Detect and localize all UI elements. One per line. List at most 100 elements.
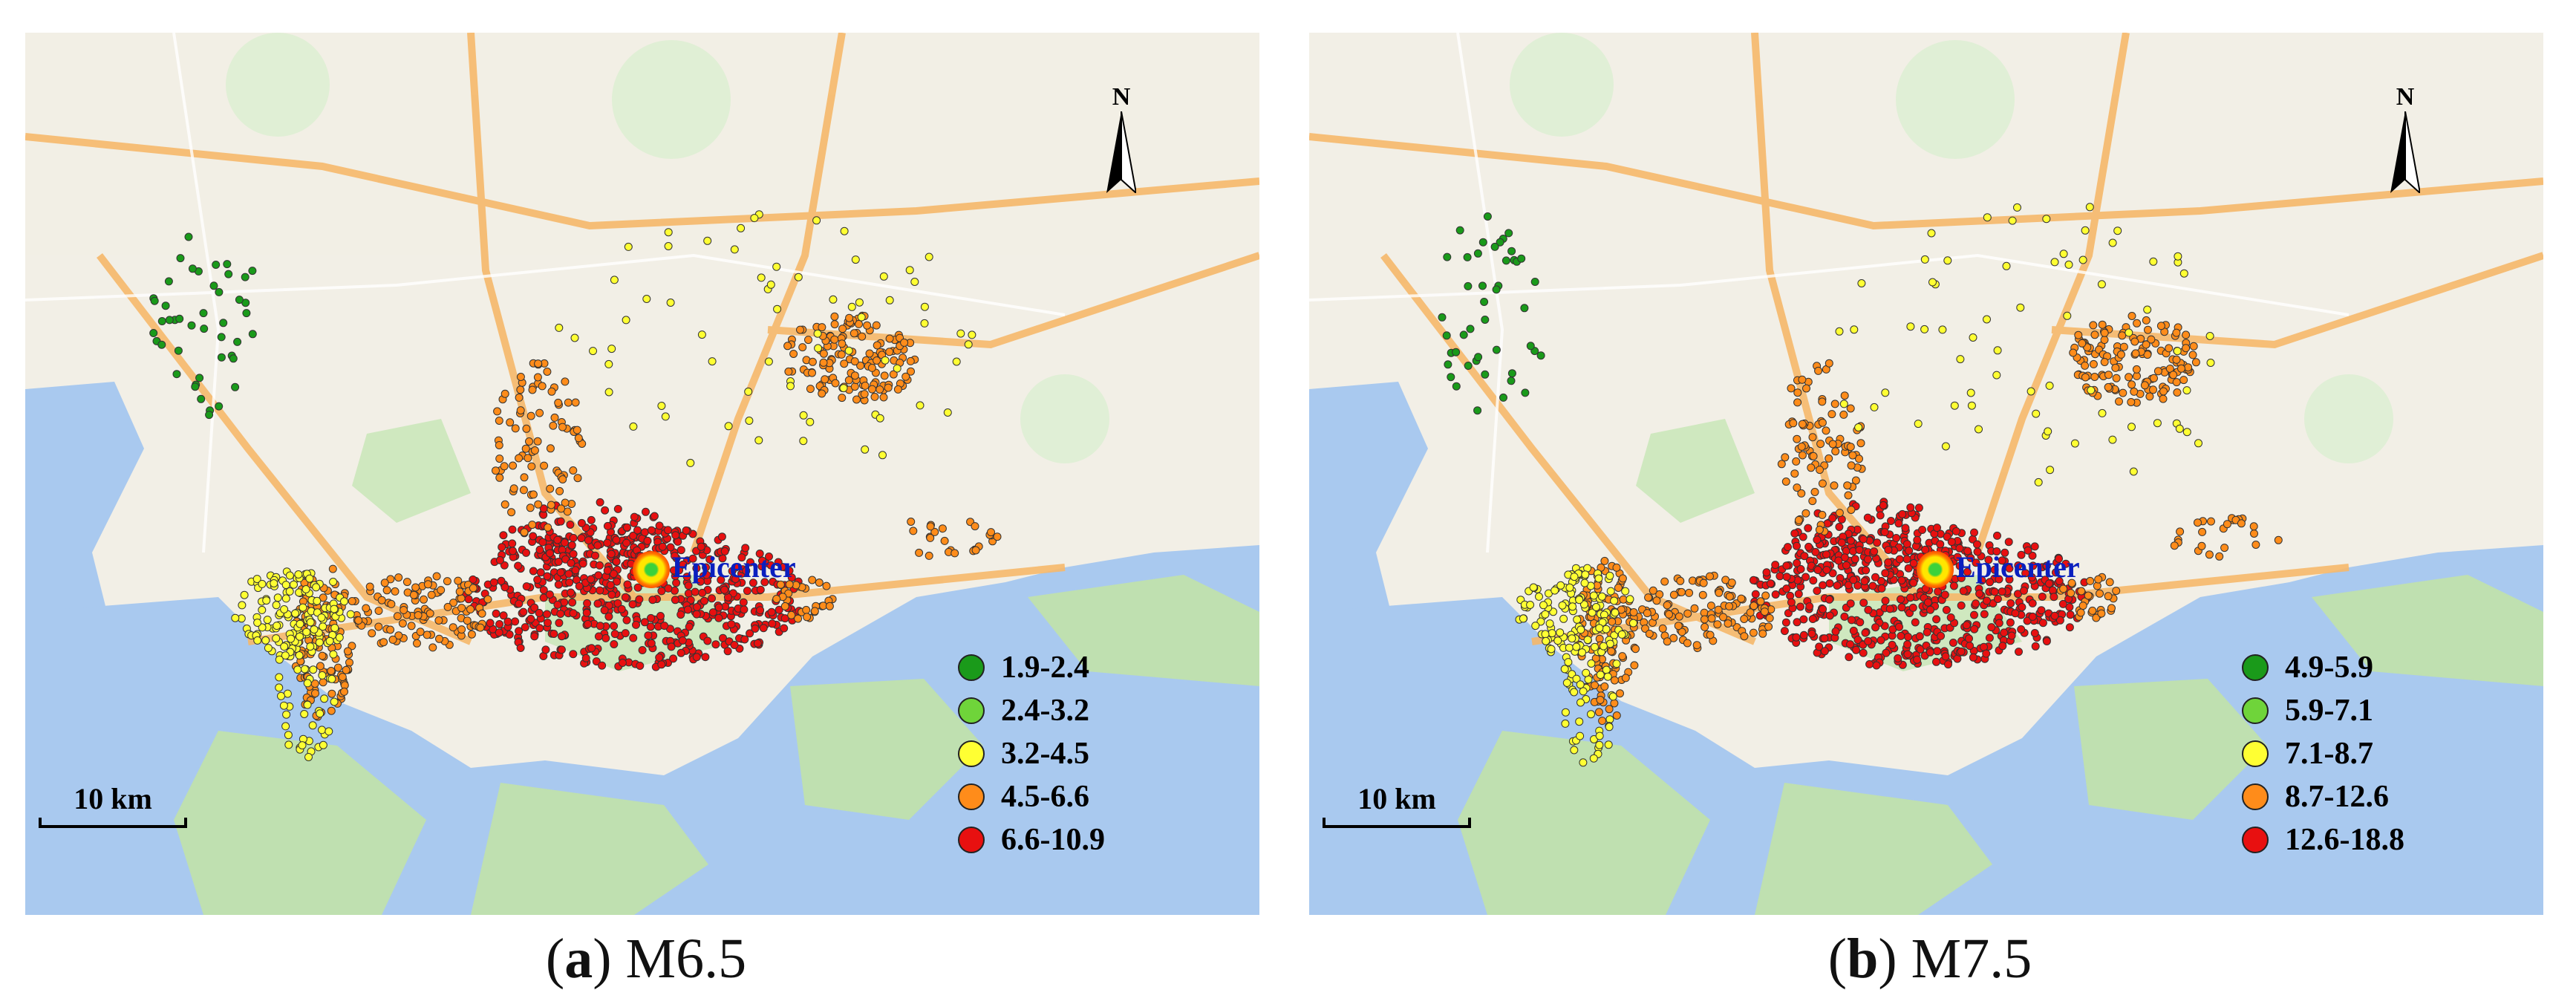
building-marker [837,350,846,359]
building-marker [1531,622,1540,630]
building-marker [621,629,630,638]
building-marker [2104,371,2113,379]
building-marker [2251,541,2260,549]
building-marker [784,367,793,376]
building-marker [427,590,436,599]
building-marker [1669,590,1678,599]
epicenter-label: Epicenter [672,550,796,584]
building-marker [638,646,647,654]
building-marker [327,667,336,675]
building-marker [2220,544,2229,553]
building-marker [1519,614,1527,623]
building-marker [2000,628,2009,637]
building-marker [1957,601,1966,610]
building-marker [724,422,733,431]
building-marker [338,673,347,682]
building-marker [277,691,285,700]
building-marker [1580,579,1589,587]
building-marker [940,536,949,545]
building-marker [737,224,746,232]
building-marker [2013,203,2021,212]
building-marker [414,611,423,619]
building-marker [240,590,249,599]
building-marker [1576,698,1585,707]
building-marker [1617,630,1626,639]
building-marker [1579,600,1588,609]
building-marker [1846,640,1855,649]
building-marker [2037,606,2046,615]
building-marker [1993,531,2001,540]
building-marker [330,604,339,613]
building-marker [2006,618,2015,627]
legend-item: 1.9-2.4 [958,646,1105,689]
building-marker [799,437,808,446]
building-marker [2050,611,2059,620]
building-marker [861,445,870,454]
building-marker [1885,604,1894,613]
building-marker [301,585,310,593]
building-marker [516,385,525,394]
building-marker [2063,311,2072,320]
building-marker [1915,632,1924,641]
building-marker [604,359,613,368]
building-marker [648,596,657,604]
building-marker [394,573,403,582]
building-marker [1547,645,1556,654]
building-marker [457,604,466,613]
building-marker [1799,630,1808,639]
building-marker [1936,540,1945,549]
building-marker [233,337,242,346]
building-marker [2194,439,2202,448]
building-marker [1846,404,1855,413]
building-marker [1855,454,1863,463]
building-marker [553,600,562,609]
building-marker [1438,313,1447,322]
building-marker [571,398,580,407]
legend-label: 5.9-7.1 [2285,694,2373,728]
building-marker [1466,325,1475,333]
building-marker [281,594,290,603]
building-marker [1818,397,1827,406]
building-marker [1579,687,1588,696]
building-marker [666,299,675,307]
building-marker [584,619,593,628]
building-marker [2031,642,2040,651]
building-marker [1545,619,1554,628]
building-marker [2064,260,2073,269]
north-arrow-icon [1106,111,1138,195]
building-marker [2006,599,2015,607]
building-marker [2105,578,2114,587]
building-marker [884,383,893,392]
building-marker [647,613,655,622]
building-marker [2205,332,2214,340]
building-marker [273,622,281,630]
building-marker [509,461,518,470]
building-marker [2023,616,2032,625]
building-marker [402,578,411,587]
building-marker [604,388,613,397]
building-marker [200,325,209,333]
building-marker [1605,571,1614,580]
building-marker [1984,555,1993,564]
building-marker [885,348,894,356]
building-marker [533,373,542,382]
building-marker [2081,361,2090,370]
building-marker [622,316,630,325]
building-marker [746,629,754,638]
building-marker [547,501,555,509]
building-marker [622,538,631,547]
building-marker [1542,636,1551,645]
building-marker [435,634,443,643]
building-marker [745,417,754,425]
building-marker [1801,573,1810,581]
building-marker [2127,398,2136,406]
building-marker [731,563,740,572]
building-marker [2078,339,2087,348]
building-marker [1840,612,1849,621]
building-marker [1573,615,1582,624]
building-marker [1781,478,1790,486]
building-marker [1993,595,2002,603]
legend-swatch [2242,783,2269,810]
building-marker [1941,652,1950,661]
building-marker [818,323,826,332]
